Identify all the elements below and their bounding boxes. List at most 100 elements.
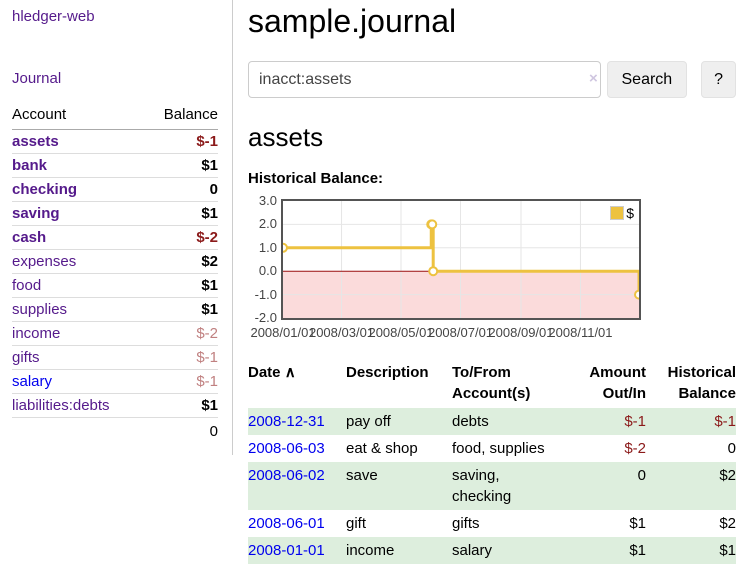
transaction-date-link[interactable]: 2008-06-03 — [248, 440, 325, 457]
transaction-date-cell: 2008-01-01 — [248, 537, 346, 564]
transaction-row: 2008-01-01 income salary $1 $1 — [248, 537, 736, 564]
accounts-total-row: 0 — [12, 417, 218, 443]
account-balance: $1 — [144, 153, 218, 178]
transaction-date-cell: 2008-06-02 — [248, 462, 346, 510]
accounts-header-balance: Balance — [144, 106, 218, 130]
transaction-balance: $1 — [719, 542, 736, 559]
accounts-header-row: Account Balance — [12, 106, 218, 130]
search-button[interactable]: Search — [606, 61, 688, 98]
account-balance: $-1 — [144, 129, 218, 154]
x-axis-tick: 2008/07/01 — [427, 325, 494, 340]
transaction-row: 2008-06-03 eat & shop food, supplies $-2 0 — [248, 435, 736, 462]
transaction-description: pay off — [346, 413, 391, 430]
account-balance: $-1 — [144, 345, 218, 370]
nav-journal-link[interactable]: Journal — [12, 70, 62, 87]
col-date: Date ∧ — [248, 364, 296, 381]
account-row: checking 0 — [12, 177, 218, 202]
transaction-amount: $-2 — [624, 440, 646, 457]
transaction-date-link[interactable]: 2008-12-31 — [248, 413, 325, 430]
chart-plot-area: $ — [281, 199, 641, 320]
account-row: liabilities:debts $1 — [12, 393, 218, 418]
x-axis-tick: 2008/01/01 — [250, 325, 316, 340]
y-axis-tick: 1.0 — [258, 239, 277, 255]
transaction-amount: $1 — [629, 542, 646, 559]
transaction-date-link[interactable]: 2008-06-01 — [248, 515, 325, 532]
search-input[interactable] — [248, 61, 601, 98]
account-cell: checking — [12, 177, 145, 202]
accounts-total-value: 0 — [12, 417, 218, 443]
x-axis-tick: 2008/11/01 — [548, 325, 613, 340]
account-balance: $1 — [144, 273, 218, 298]
account-link-saving[interactable]: saving — [12, 205, 60, 222]
account-link-assets[interactable]: assets — [12, 133, 59, 150]
account-row: assets $-1 — [12, 129, 218, 154]
account-row: supplies $1 — [12, 297, 218, 322]
col-amount: Amount Out/In — [589, 364, 646, 402]
account-balance: 0 — [144, 177, 218, 202]
account-row: saving $1 — [12, 201, 218, 226]
account-cell: food — [12, 273, 145, 298]
transaction-description: income — [346, 542, 395, 559]
legend-swatch-icon — [610, 206, 625, 220]
help-button[interactable]: ? — [701, 61, 736, 98]
transaction-row: 2008-06-02 save saving, checking 0 $2 — [248, 462, 736, 510]
transaction-date-cell: 2008-06-03 — [248, 435, 346, 462]
transaction-description: save — [346, 467, 378, 484]
chart-svg — [283, 201, 639, 318]
chart-label: Historical Balance: — [248, 170, 384, 187]
transaction-amount: $-1 — [624, 413, 646, 430]
account-cell: supplies — [12, 297, 145, 322]
account-cell: saving — [12, 201, 145, 226]
account-cell: liabilities:debts — [12, 393, 145, 418]
account-row: expenses $2 — [12, 249, 218, 274]
y-axis-tick: -1.0 — [254, 286, 277, 302]
brand-link[interactable]: hledger-web — [12, 8, 95, 25]
account-row: income $-2 — [12, 321, 218, 346]
accounts-table: Account Balance assets $-1 bank $1 checking 0… — [12, 106, 218, 443]
clear-icon[interactable]: × — [589, 70, 598, 87]
transaction-row: 2008-06-01 gift gifts $1 $2 — [248, 510, 736, 537]
account-balance: $-2 — [144, 225, 218, 250]
transaction-accounts: salary — [452, 542, 493, 559]
transaction-date-link[interactable]: 2008-01-01 — [248, 542, 325, 559]
sort-asc-icon: ∧ — [284, 364, 296, 381]
y-axis-tick: 0.0 — [258, 263, 277, 279]
register-table: Date ∧ Description To/From Account(s) Am… — [248, 362, 736, 564]
account-balance: $1 — [144, 297, 218, 322]
transaction-date-link[interactable]: 2008-06-02 — [248, 467, 325, 484]
account-cell: bank — [12, 153, 145, 178]
col-accounts: To/From Account(s) — [452, 364, 531, 402]
account-cell: gifts — [12, 345, 145, 370]
transaction-amount: $1 — [629, 515, 646, 532]
y-axis-tick: 3.0 — [258, 193, 277, 208]
account-link-gifts[interactable]: gifts — [12, 349, 40, 366]
account-link-supplies[interactable]: supplies — [12, 301, 68, 318]
chart-legend: $ — [608, 204, 636, 222]
account-link-expenses[interactable]: expenses — [12, 253, 77, 270]
account-cell: assets — [12, 129, 145, 154]
legend-label: $ — [626, 205, 634, 221]
account-link-checking[interactable]: checking — [12, 181, 78, 198]
account-title: assets — [248, 122, 324, 152]
col-description: Description — [346, 364, 429, 381]
page-title: sample.journal — [248, 3, 457, 39]
register-header-row: Date ∧ Description To/From Account(s) Am… — [248, 362, 736, 408]
transaction-amount: 0 — [637, 467, 646, 484]
account-link-salary[interactable]: salary — [12, 373, 53, 390]
historical-balance-chart: $ 3.0 2.0 1.0 0.0 -1.0 -2.0 2008/01/01 2008/03/… — [248, 193, 736, 347]
col-balance: Historical Balance — [667, 364, 736, 402]
account-link-bank[interactable]: bank — [12, 157, 48, 174]
transaction-description: eat & shop — [346, 440, 418, 457]
account-link-cash[interactable]: cash — [12, 229, 47, 246]
search-bar: × Search ? — [248, 61, 736, 98]
y-axis-tick: -2.0 — [254, 310, 277, 325]
sidebar: hledger-web Journal Account Balance asse… — [0, 0, 233, 455]
transaction-balance: 0 — [727, 440, 736, 457]
account-row: cash $-2 — [12, 225, 218, 250]
transaction-date-cell: 2008-06-01 — [248, 510, 346, 537]
account-link-food[interactable]: food — [12, 277, 42, 294]
account-balance: $-2 — [144, 321, 218, 346]
account-link-liabilities-debts[interactable]: liabilities:debts — [12, 397, 110, 414]
x-axis-tick: 2008/05/01 — [368, 325, 434, 340]
account-link-income[interactable]: income — [12, 325, 61, 342]
